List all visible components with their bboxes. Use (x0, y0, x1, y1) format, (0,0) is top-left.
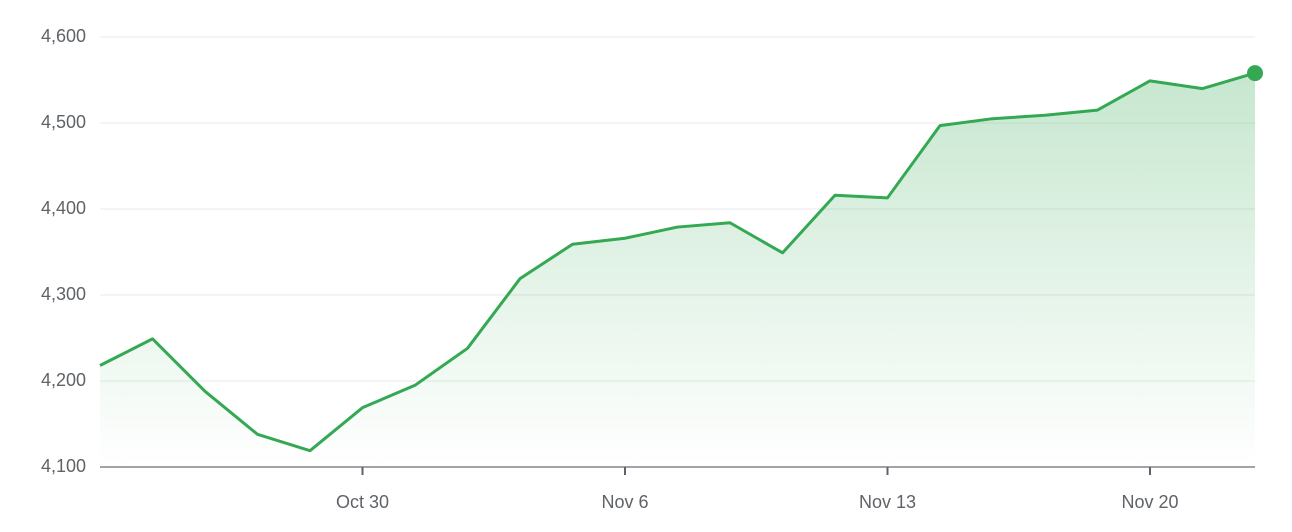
y-tick-label: 4,100 (41, 456, 86, 476)
x-tick-label: Oct 30 (336, 492, 389, 512)
y-tick-label: 4,600 (41, 26, 86, 46)
x-tick-label: Nov 13 (859, 492, 916, 512)
y-tick-label: 4,400 (41, 198, 86, 218)
line (99, 71, 1256, 453)
y-tick-label: 4,300 (41, 284, 86, 304)
end-dot (1247, 65, 1263, 82)
y-tick-label: 4,200 (41, 370, 86, 390)
x-tick-label: Nov 6 (601, 492, 648, 512)
x-tick-label: Nov 20 (1121, 492, 1178, 512)
y-tick-label: 4,500 (41, 112, 86, 132)
area (100, 73, 1255, 468)
